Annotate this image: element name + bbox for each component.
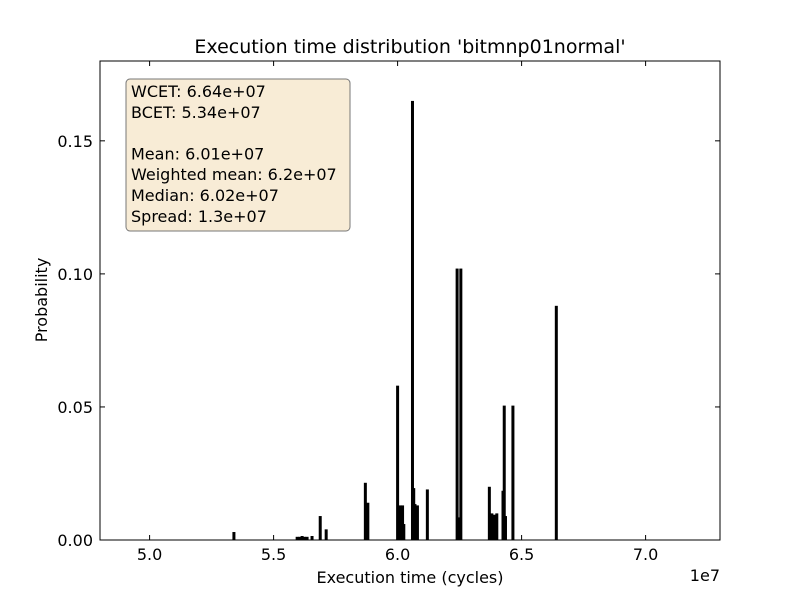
bar-14	[402, 524, 406, 540]
bar-15	[410, 100, 414, 541]
bar-29	[503, 516, 507, 540]
bar-17	[413, 504, 417, 540]
bar-3	[300, 536, 304, 540]
y-tick-label-3: 0.15	[57, 132, 93, 151]
bar-24	[490, 513, 494, 540]
chart-title: Execution time distribution 'bitmnp01nor…	[194, 36, 625, 58]
bar-12	[398, 505, 402, 540]
stats-line-4: Weighted mean: 6.2e+07	[131, 165, 337, 184]
bar-8	[324, 529, 328, 540]
bar-10	[366, 502, 370, 540]
x-offset-label: 1e7	[690, 566, 720, 585]
bar-9	[363, 482, 367, 540]
stats-line-6: Spread: 1.3e+07	[131, 207, 267, 226]
bar-4	[303, 536, 307, 540]
x-tick-label-4: 7.0	[633, 545, 658, 564]
bar-7	[318, 516, 322, 540]
x-ticks-group: 5.0 5.5 6.0 6.5 7.0	[137, 61, 658, 564]
bar-0	[232, 532, 236, 540]
y-tick-label-0: 0.00	[57, 531, 93, 550]
bar-2	[298, 536, 302, 540]
bar-20	[455, 268, 459, 540]
bar-13	[401, 505, 405, 540]
bar-5	[305, 536, 309, 540]
bar-18	[415, 505, 419, 540]
bar-28	[502, 405, 506, 540]
stats-box-background	[125, 78, 351, 232]
plot-frame	[99, 60, 721, 541]
x-tick-label-1: 5.5	[261, 545, 286, 564]
x-axis-label: Execution time (cycles)	[316, 568, 503, 587]
bar-1	[295, 536, 299, 540]
stats-box: WCET: 6.64e+07 BCET: 5.34e+07 Mean: 6.01e+…	[125, 78, 351, 232]
y-tick-label-1: 0.05	[57, 398, 93, 417]
bar-23	[487, 486, 491, 540]
stats-line-0: WCET: 6.64e+07	[131, 82, 266, 101]
bar-31	[554, 305, 558, 540]
bar-19	[425, 489, 429, 540]
stats-line-1: BCET: 5.34e+07	[131, 103, 261, 122]
bar-30	[511, 405, 515, 540]
x-tick-label-3: 6.5	[509, 545, 534, 564]
stats-box-lines: WCET: 6.64e+07 BCET: 5.34e+07 Mean: 6.01e+…	[131, 82, 337, 226]
bar-6	[310, 536, 314, 540]
y-tick-label-2: 0.10	[57, 265, 93, 284]
bar-25	[492, 514, 496, 540]
bar-26	[495, 513, 499, 540]
y-axis-label: Probability	[32, 258, 51, 343]
stats-line-5: Median: 6.02e+07	[131, 186, 279, 205]
x-tick-label-0: 5.0	[137, 545, 162, 564]
bars-group	[232, 100, 558, 541]
bar-11	[396, 385, 400, 540]
x-tick-label-2: 6.0	[385, 545, 410, 564]
stats-line-3: Mean: 6.01e+07	[131, 144, 264, 163]
bar-22	[459, 268, 463, 540]
y-ticks-group: 0.00 0.05 0.10 0.15	[57, 132, 720, 550]
